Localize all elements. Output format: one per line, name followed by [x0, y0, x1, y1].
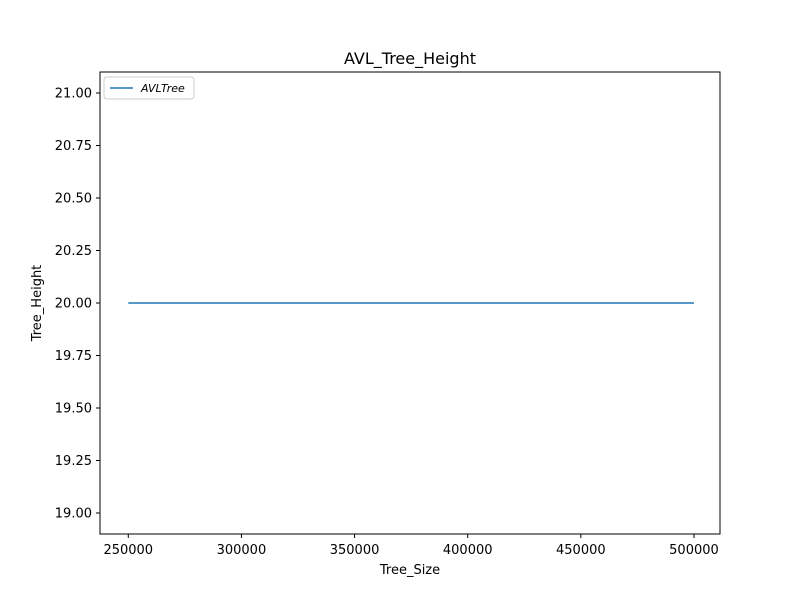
x-tick-label: 450000 — [556, 543, 606, 558]
x-tick-label: 300000 — [217, 543, 267, 558]
y-tick-label: 19.00 — [55, 507, 92, 522]
x-tick-label: 500000 — [669, 543, 719, 558]
y-tick-label: 19.75 — [55, 349, 92, 364]
x-axis-label: Tree_Size — [379, 563, 440, 578]
legend-label-avltree: AVLTree — [140, 82, 185, 95]
y-tick-label: 20.00 — [55, 297, 92, 312]
legend: AVLTree — [103, 76, 195, 100]
y-tick-label: 21.00 — [55, 87, 92, 102]
y-tick-label: 20.50 — [55, 192, 92, 207]
y-tick-label: 20.75 — [55, 139, 92, 154]
chart-title: AVL_Tree_Height — [344, 49, 476, 69]
x-axis-ticks: 250000 300000 350000 400000 450000 500000 — [103, 534, 719, 558]
y-tick-label: 19.25 — [55, 454, 92, 469]
y-axis-label: Tree_Height — [30, 265, 45, 343]
legend-box — [103, 76, 195, 100]
y-tick-label: 20.25 — [55, 244, 92, 259]
x-tick-label: 350000 — [330, 543, 380, 558]
x-tick-label: 250000 — [103, 543, 153, 558]
y-axis-ticks: 19.00 19.25 19.50 19.75 20.00 20.25 20.50 20.75… — [55, 87, 100, 522]
y-tick-label: 19.50 — [55, 402, 92, 417]
x-tick-label: 400000 — [443, 543, 493, 558]
